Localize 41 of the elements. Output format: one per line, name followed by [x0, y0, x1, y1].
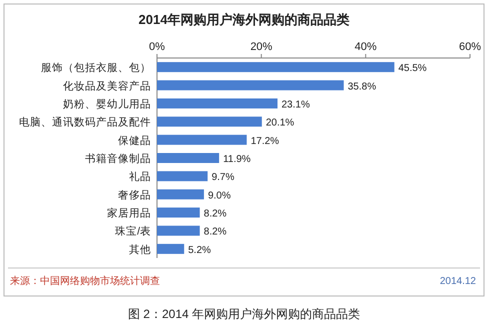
bar — [157, 171, 208, 182]
x-tick-label: 0% — [149, 41, 166, 53]
bar — [157, 134, 247, 145]
source-note: 来源：中国网络购物市场统计调查 — [10, 275, 160, 287]
text: 2014.12 — [440, 276, 476, 287]
x-tick-label: 40% — [354, 41, 377, 53]
data-label: 8.2% — [204, 226, 227, 238]
data-label: 45.5% — [398, 63, 427, 74]
bar — [157, 116, 262, 127]
y-tick-label: 奢侈品 — [118, 189, 151, 202]
y-tick-label: 书籍音像制品 — [85, 152, 151, 165]
bar — [157, 80, 344, 90]
y-tick-label: 化妆品及美容产品 — [63, 79, 151, 92]
caption: 图 2：2014 年网购用户海外网购的商品品类 — [128, 307, 360, 321]
bar — [157, 208, 200, 218]
y-tick-label: 礼品 — [129, 170, 151, 184]
data-label: 17.2% — [250, 136, 280, 147]
x-tick-label: 60% — [458, 41, 482, 53]
data-label: 20.1% — [266, 118, 294, 129]
data-label: 8.2% — [204, 208, 227, 220]
y-tick-label: 保健品 — [118, 134, 151, 147]
bar — [157, 98, 278, 108]
y-tick-label: 电脑、通讯数码产品及配件 — [19, 116, 151, 129]
data-label: 5.2% — [188, 244, 212, 256]
data-label: 9.0% — [208, 190, 231, 202]
y-tick-label: 家居用品 — [107, 206, 151, 220]
bar — [157, 62, 394, 72]
x-tick-label: 20% — [250, 41, 273, 53]
data-label: 9.7% — [212, 172, 235, 184]
y-tick-label: 珠宝/表 — [115, 224, 151, 238]
data-label: 23.1% — [282, 99, 310, 110]
y-tick-label: 其他 — [129, 242, 151, 256]
data-label: 35.8% — [348, 81, 376, 92]
bar — [157, 153, 220, 163]
bar — [157, 244, 184, 254]
bar — [157, 189, 204, 200]
bar — [157, 226, 200, 236]
data-label: 11.9% — [223, 154, 251, 165]
y-tick-label: 服饰（包括衣服、包） — [41, 61, 151, 74]
y-tick-label: 奶粉、婴幼儿用品 — [63, 97, 151, 110]
chart-title: 2014年网购用户海外网购的商品品类 — [138, 12, 350, 27]
